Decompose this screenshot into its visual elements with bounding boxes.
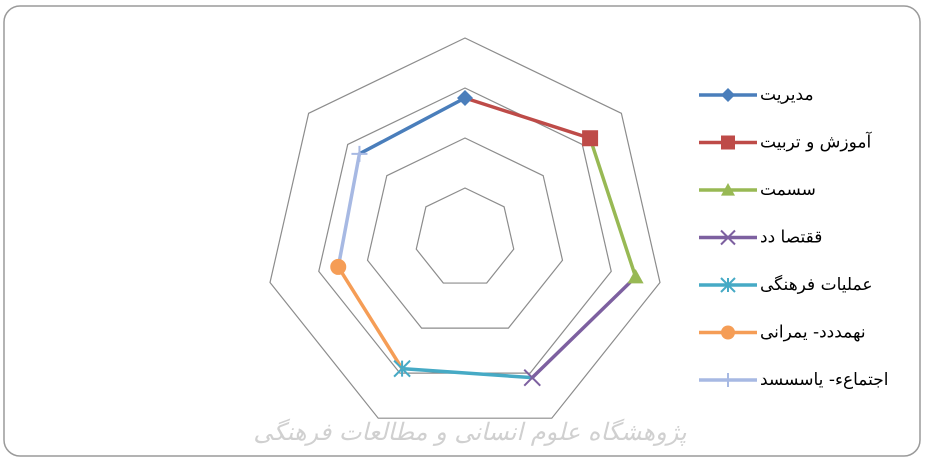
series-line [463, 96, 592, 140]
marker [721, 373, 735, 387]
legend-label: اجتماعء- یاسسسد [760, 370, 888, 390]
grid-ring [269, 37, 661, 419]
marker-shape [720, 229, 736, 246]
legend-label: ققتصا دد [760, 228, 822, 248]
series-line [336, 152, 362, 269]
legend-label: نهمددد- یمرانی [760, 323, 866, 343]
series-line [530, 275, 638, 380]
grid-ring [366, 137, 564, 329]
legend-label: آموزش و تربیت [760, 131, 873, 153]
marker [721, 135, 735, 150]
marker-shape [721, 88, 735, 102]
marker-shape [721, 183, 735, 196]
marker [721, 325, 735, 340]
marker-shape [393, 359, 411, 378]
marker [720, 229, 736, 246]
series-line [588, 136, 638, 279]
marker-shape [721, 135, 735, 150]
chart-frame [3, 5, 921, 457]
marker [523, 368, 541, 387]
marker-shape [330, 258, 347, 275]
marker-shape [457, 90, 473, 106]
series-line [336, 265, 404, 371]
legend-label: مدیریت [760, 85, 814, 105]
series-line [357, 96, 467, 156]
legend-label: سسمت [760, 180, 816, 200]
marker [330, 258, 347, 275]
grid-ring [415, 187, 515, 284]
marker-shape [627, 268, 644, 284]
marker-shape [720, 277, 736, 293]
marker [393, 359, 411, 378]
legend-label: عملیات فرهنگی [760, 274, 872, 295]
marker [721, 88, 735, 102]
marker [627, 268, 644, 284]
marker [351, 145, 368, 162]
marker-shape [721, 373, 735, 387]
marker [457, 90, 473, 106]
marker [721, 183, 735, 196]
marker [582, 130, 599, 147]
marker-shape [523, 368, 541, 387]
watermark: پژوهشگاه علوم انسانی و مطالعات فرهنگی [253, 418, 687, 446]
marker-shape [351, 145, 368, 162]
marker-shape [721, 325, 735, 340]
series-line [400, 366, 535, 380]
marker [720, 277, 736, 293]
marker-shape [582, 130, 599, 147]
